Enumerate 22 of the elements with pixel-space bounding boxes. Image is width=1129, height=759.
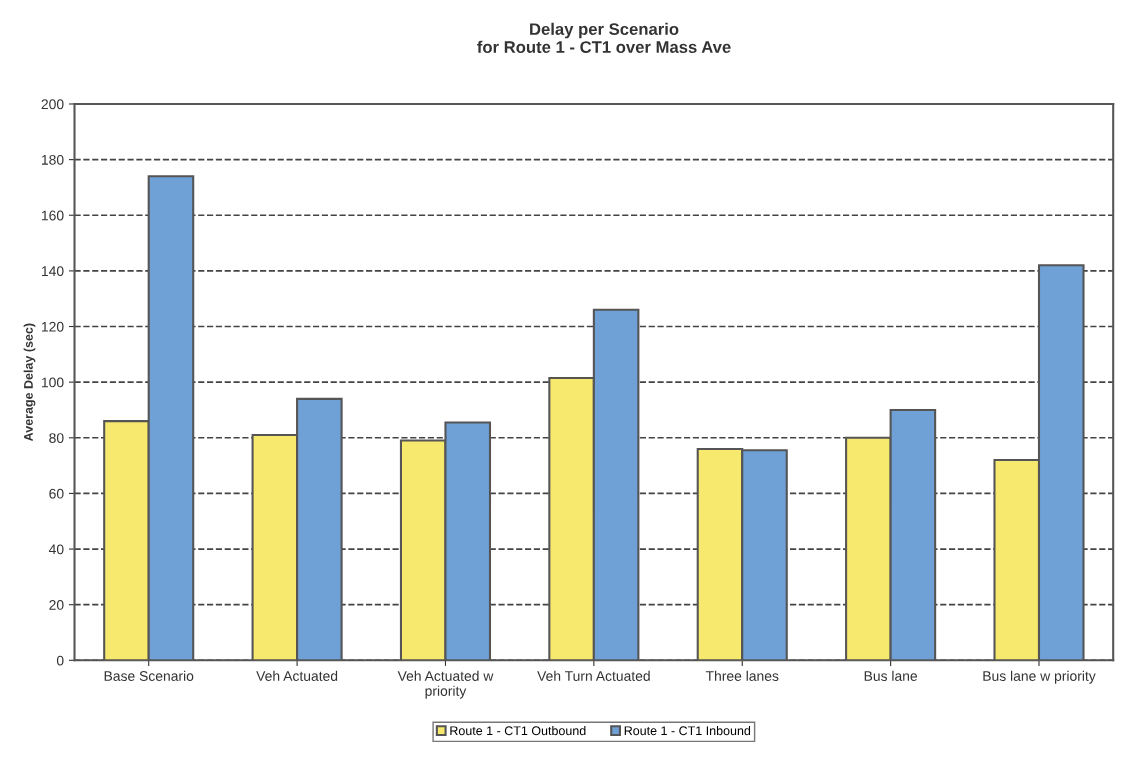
y-tick-label: 80 xyxy=(49,433,64,443)
x-tick-label: Bus lane w priority xyxy=(983,670,1096,684)
y-tick-label: 120 xyxy=(41,321,64,332)
x-tick-label: Bus lane xyxy=(864,670,918,681)
y-tick-label: 40 xyxy=(48,544,64,555)
x-tick-label: Veh Turn Actuated xyxy=(537,670,650,681)
chart-title: Delay per Scenario for Route 1 - CT1 over Mass Ave xyxy=(477,22,731,53)
legend-label: Route 1 - CT1 Outbound xyxy=(450,725,586,736)
y-tick-label: 100 xyxy=(41,377,64,388)
legend-label: Route 1 - CT1 Inbound xyxy=(624,725,751,736)
y-tick-label: 20 xyxy=(49,600,64,610)
x-tick-label: Three lanes xyxy=(705,670,779,681)
y-tick-label: 180 xyxy=(41,154,64,165)
x-tick-label: Veh Actuated w priority xyxy=(397,670,494,699)
y-tick-label: 140 xyxy=(41,266,64,277)
x-tick-label: Veh Actuated xyxy=(256,670,338,681)
y-tick-label: 160 xyxy=(41,210,64,221)
y-tick-label: 200 xyxy=(41,99,64,110)
y-tick-label: 60 xyxy=(49,488,64,499)
x-tick-label: Base Scenario xyxy=(104,670,194,681)
y-axis-title: Average Delay (sec) xyxy=(23,323,36,442)
y-tick-label: 0 xyxy=(56,655,64,666)
